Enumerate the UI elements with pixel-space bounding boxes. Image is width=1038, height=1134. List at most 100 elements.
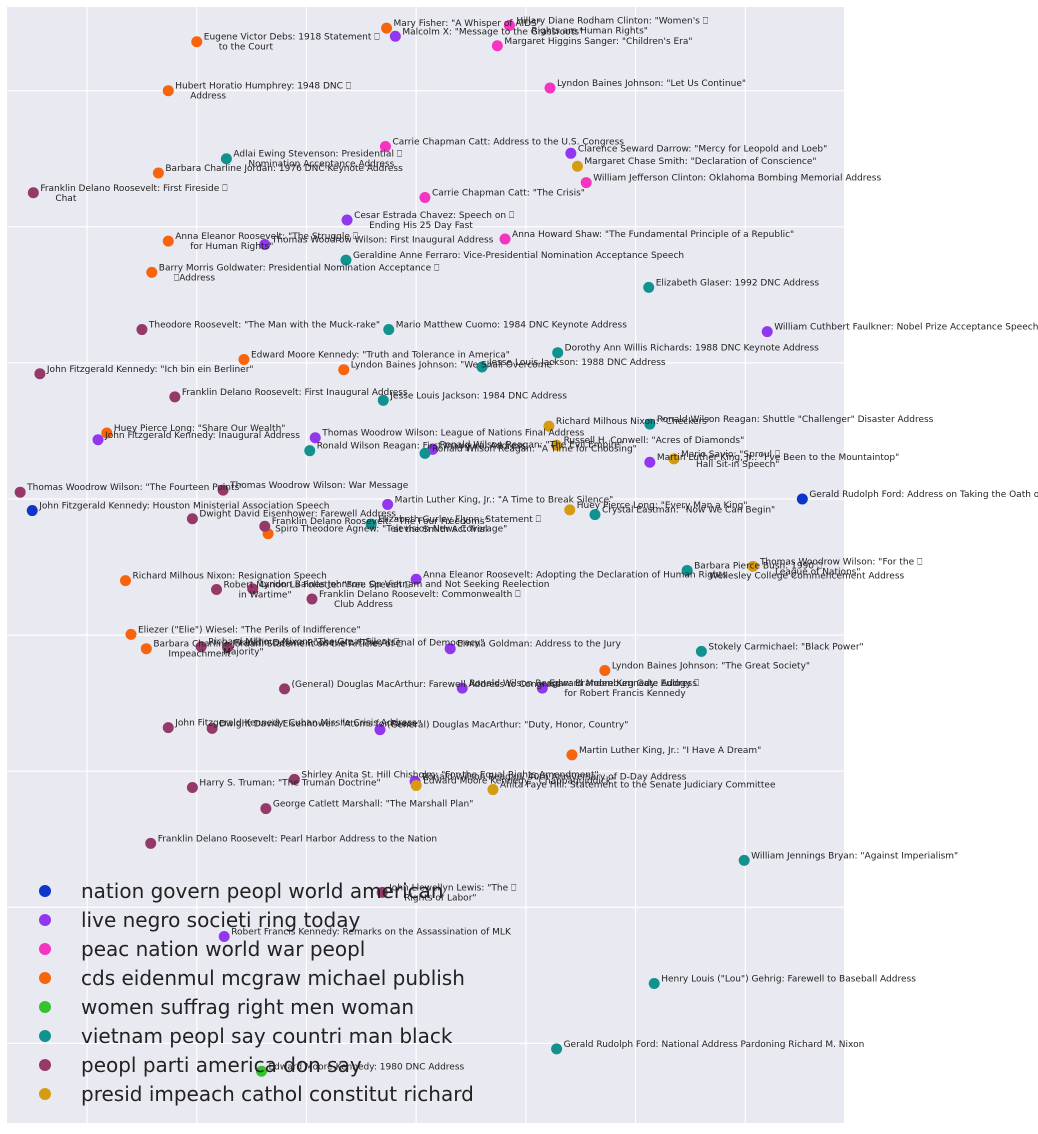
data-point [796, 493, 808, 505]
point-label: Hillary Diane Rodham Clinton: "Women's ⎕… [516, 16, 708, 36]
data-point [410, 573, 422, 585]
point-label: Stokely Carmichael: "Black Power" [708, 642, 863, 652]
point-label: Jesse Louis Jackson: 1984 DNC Address [389, 391, 567, 401]
data-point [125, 628, 137, 640]
point-label: Gerald Rudolph Ford: National Address Pa… [564, 1040, 865, 1050]
data-point [304, 445, 316, 457]
data-point [536, 682, 548, 694]
legend-marker [39, 943, 51, 955]
data-point [169, 391, 181, 403]
point-label: Mary Fisher: "A Whisper of AIDS" [394, 19, 541, 29]
data-point [410, 779, 422, 791]
data-point [186, 513, 198, 525]
point-label: Cesar Estrada Chavez: Speech on ⎕ Ending … [354, 211, 515, 231]
data-point [238, 353, 250, 365]
data-point [551, 439, 563, 451]
data-point [543, 420, 555, 432]
point-label: Lyndon Baines Johnson: "The Great Societ… [612, 661, 810, 671]
point-label: William Cuthbert Faulkner: Nobel Prize A… [774, 323, 1038, 333]
data-point [191, 36, 203, 48]
data-point [26, 505, 38, 517]
point-label: Elizabeth Glaser: 1992 DNC Address [656, 278, 820, 288]
data-point [382, 498, 394, 510]
point-label: Ronald Wilson Reagan: Shuttle "Challenge… [657, 415, 934, 425]
data-point [27, 187, 39, 199]
legend-label: vietnam peopl say countri man black [81, 1024, 453, 1048]
point-label: Crystal Eastman: "Now We Can Begin" [602, 506, 775, 516]
point-label: (General) Douglas MacArthur: "Duty, Hono… [387, 721, 628, 731]
point-label: Franklin Delano Roosevelt: "The Four Fre… [272, 517, 489, 527]
data-point [668, 453, 680, 465]
point-label: Barbara Pierce Bush: 1990 ⎕ Wellesley Col… [694, 561, 904, 581]
data-point [162, 85, 174, 97]
point-label: Anna Eleanor Roosevelt: Adopting the Dec… [423, 570, 727, 580]
data-point [260, 803, 272, 815]
point-label: Dorothy Ann Willis Richards: 1988 DNC Ke… [565, 344, 819, 354]
legend-label: presid impeach cathol constitut richard [81, 1082, 474, 1106]
point-label: Dwight David Eisenhower: "Atoms for Peac… [219, 719, 422, 729]
data-point [544, 82, 556, 94]
point-label: William Jefferson Clinton: Oklahoma Bomb… [593, 174, 881, 184]
data-point [306, 593, 318, 605]
point-label: John Fitzgerald Kennedy: Houston Ministe… [38, 502, 329, 512]
legend-label: cds eidenmul mcgraw michael publish [81, 966, 465, 990]
data-point [681, 564, 693, 576]
legend-marker [39, 1001, 51, 1013]
data-point [487, 784, 499, 796]
legend-marker [39, 885, 51, 897]
data-point [162, 722, 174, 734]
point-label: Edward Moore Kennedy: Eulogy ⎕ for Robert… [549, 679, 700, 699]
data-point [580, 177, 592, 189]
data-point [419, 447, 431, 459]
point-label: Barry Morris Goldwater: Presidential Nom… [159, 263, 440, 283]
data-point [218, 931, 230, 943]
point-label: Harry S. Truman: "The Truman Doctrine" [199, 779, 380, 789]
point-label: Robert Marion La Follette: "Free Speech … [224, 580, 411, 600]
data-point [377, 394, 389, 406]
point-label: Franklin Delano Roosevelt: First Firesid… [40, 184, 228, 204]
point-label: Ronald Wilson Reagan: "A Time for Choosi… [432, 444, 637, 454]
data-point [341, 214, 353, 226]
point-label: Richard Milhous Nixon: "The Great Silent… [208, 638, 400, 658]
labels-layer: Gerald Rudolph Ford: Address on Taking t… [26, 16, 1038, 1072]
point-label: Franklin Delano Roosevelt: First Inaugur… [182, 388, 408, 398]
data-point [338, 364, 350, 376]
point-label: Spiro Theodore Agnew: "Television News C… [275, 525, 507, 535]
data-point [552, 347, 564, 359]
point-label: Barbara Charline Jordan: 1976 DNC Keynot… [165, 164, 403, 174]
data-point [648, 978, 660, 989]
point-label: Martin Luther King, Jr.: "I've Been to t… [657, 453, 899, 463]
legend-label: live negro societi ring today [81, 908, 360, 932]
legend-marker [39, 1030, 51, 1042]
data-point [92, 434, 104, 446]
legend-label: women suffrag right men woman [81, 995, 414, 1019]
data-point [499, 233, 511, 245]
data-point [444, 643, 456, 655]
data-point [140, 643, 152, 655]
point-label: Franklin Delano Roosevelt: Pearl Harbor … [158, 834, 437, 844]
data-point [259, 238, 271, 250]
point-label: Carrie Chapman Catt: Address to the U.S.… [392, 138, 624, 148]
point-label: John Fitzgerald Kennedy: "Ich bin ein Be… [46, 365, 254, 375]
point-label: Carrie Chapman Catt: "The Crisis" [432, 189, 585, 199]
point-label: Thomas Woodrow Wilson: War Message [229, 481, 409, 491]
point-label: Malcolm X: "Message to the Grassroots" [402, 27, 583, 37]
data-point [195, 641, 207, 653]
data-point [101, 427, 113, 439]
point-label: Lyndon Baines Johnson: "Let Us Continue" [557, 79, 746, 89]
data-point [564, 504, 576, 516]
data-point [136, 324, 148, 336]
data-point [383, 324, 395, 336]
data-point [589, 509, 601, 521]
point-label: Huey Pierce Long: "Every Man a King" [577, 501, 748, 511]
data-point [738, 854, 750, 866]
data-point [379, 141, 391, 152]
point-label: Hubert Horatio Humphrey: 1948 DNC ⎕ Addre… [175, 82, 352, 102]
point-label: Anita Faye Hill: Statement to the Senate… [500, 781, 776, 791]
data-point [599, 664, 611, 676]
data-point [340, 254, 352, 266]
point-label: Gerald Rudolph Ford: Address on Taking t… [809, 490, 1038, 500]
data-point [34, 368, 46, 380]
